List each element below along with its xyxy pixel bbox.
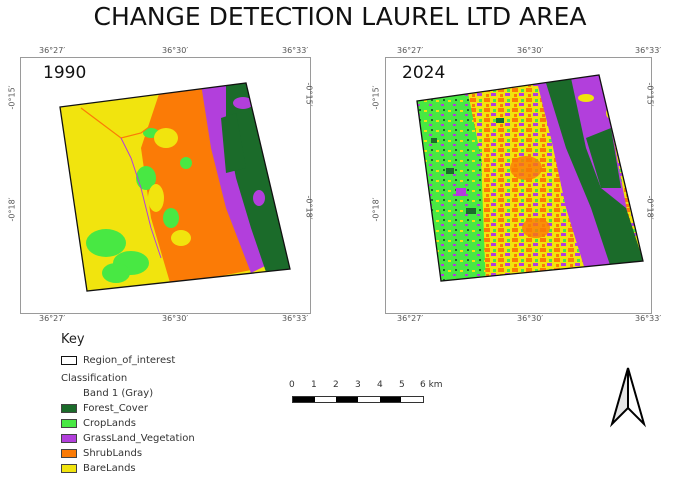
scale-label: 4 (377, 380, 383, 390)
scale-label: 2 (333, 380, 339, 390)
scale-label: 3 (355, 380, 361, 390)
top-tick: 36°33′ (635, 46, 662, 55)
map-frame-1990[interactable]: 1990 (20, 57, 311, 314)
left-tick: -0°18′ (371, 197, 381, 222)
top-tick: 36°27′ (397, 46, 424, 55)
legend-band-label: Band 1 (Gray) (83, 388, 154, 399)
bottom-tick: 36°33′ (635, 314, 662, 323)
left-tick: -0°15′ (7, 85, 17, 110)
scale-label: 0 (289, 380, 295, 390)
barelands-swatch-icon (61, 464, 77, 473)
scale-label: 5 (399, 380, 405, 390)
classification-map-1990 (59, 82, 291, 292)
top-tick: 36°27′ (39, 46, 66, 55)
map-year-label: 2024 (402, 63, 446, 83)
forest-cover-swatch-icon (61, 404, 77, 413)
bottom-tick: 36°33′ (282, 314, 309, 323)
scale-bar-graphic (292, 396, 424, 403)
map-year-label: 1990 (43, 63, 87, 83)
bottom-tick: 36°30′ (517, 314, 544, 323)
legend-item-grassland: GrassLand_Vegetation (61, 431, 195, 446)
legend: Key Region_of_interest Classification Ba… (61, 332, 195, 476)
legend-item-barelands: BareLands (61, 461, 195, 476)
legend-item-forest-cover: Forest_Cover (61, 401, 195, 416)
classification-map-2024 (416, 74, 644, 282)
left-tick: -0°18′ (7, 197, 17, 222)
region-of-interest-outline (416, 74, 644, 282)
page-title: CHANGE DETECTION LAUREL LTD AREA (93, 2, 587, 31)
right-tick: -0°15′ (304, 82, 314, 107)
grassland-swatch-icon (61, 434, 77, 443)
legend-title: Key (61, 332, 85, 347)
roi-outline-icon (61, 356, 77, 365)
bottom-tick: 36°27′ (397, 314, 424, 323)
croplands-swatch-icon (61, 419, 77, 428)
legend-classification-heading: Classification (61, 373, 128, 384)
legend-item-roi: Region_of_interest (61, 353, 195, 368)
legend-item-shrublands: ShrubLands (61, 446, 195, 461)
right-tick: -0°18′ (304, 195, 314, 220)
top-tick: 36°30′ (162, 46, 189, 55)
scale-label: 1 (311, 380, 317, 390)
left-tick: -0°15′ (371, 85, 381, 110)
scale-label: 6 km (420, 380, 443, 390)
bottom-tick: 36°27′ (39, 314, 66, 323)
right-tick: -0°18′ (645, 195, 655, 220)
map-frame-2024[interactable]: 2024 (385, 57, 652, 314)
top-tick: 36°33′ (282, 46, 309, 55)
scale-bar: 0 1 2 3 4 5 6 km (288, 380, 458, 403)
right-tick: -0°15′ (645, 82, 655, 107)
north-arrow-icon (609, 366, 647, 432)
top-tick: 36°30′ (517, 46, 544, 55)
region-of-interest-outline (59, 82, 291, 292)
bottom-tick: 36°30′ (162, 314, 189, 323)
legend-item-croplands: CropLands (61, 416, 195, 431)
shrublands-swatch-icon (61, 449, 77, 458)
